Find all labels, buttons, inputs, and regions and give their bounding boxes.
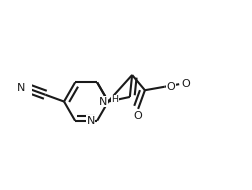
Text: O: O (134, 111, 142, 121)
Text: N: N (99, 97, 107, 107)
Text: H: H (112, 95, 119, 104)
Text: N: N (86, 116, 95, 126)
Text: O: O (181, 79, 190, 89)
Text: N: N (17, 83, 25, 93)
Text: O: O (166, 82, 175, 92)
